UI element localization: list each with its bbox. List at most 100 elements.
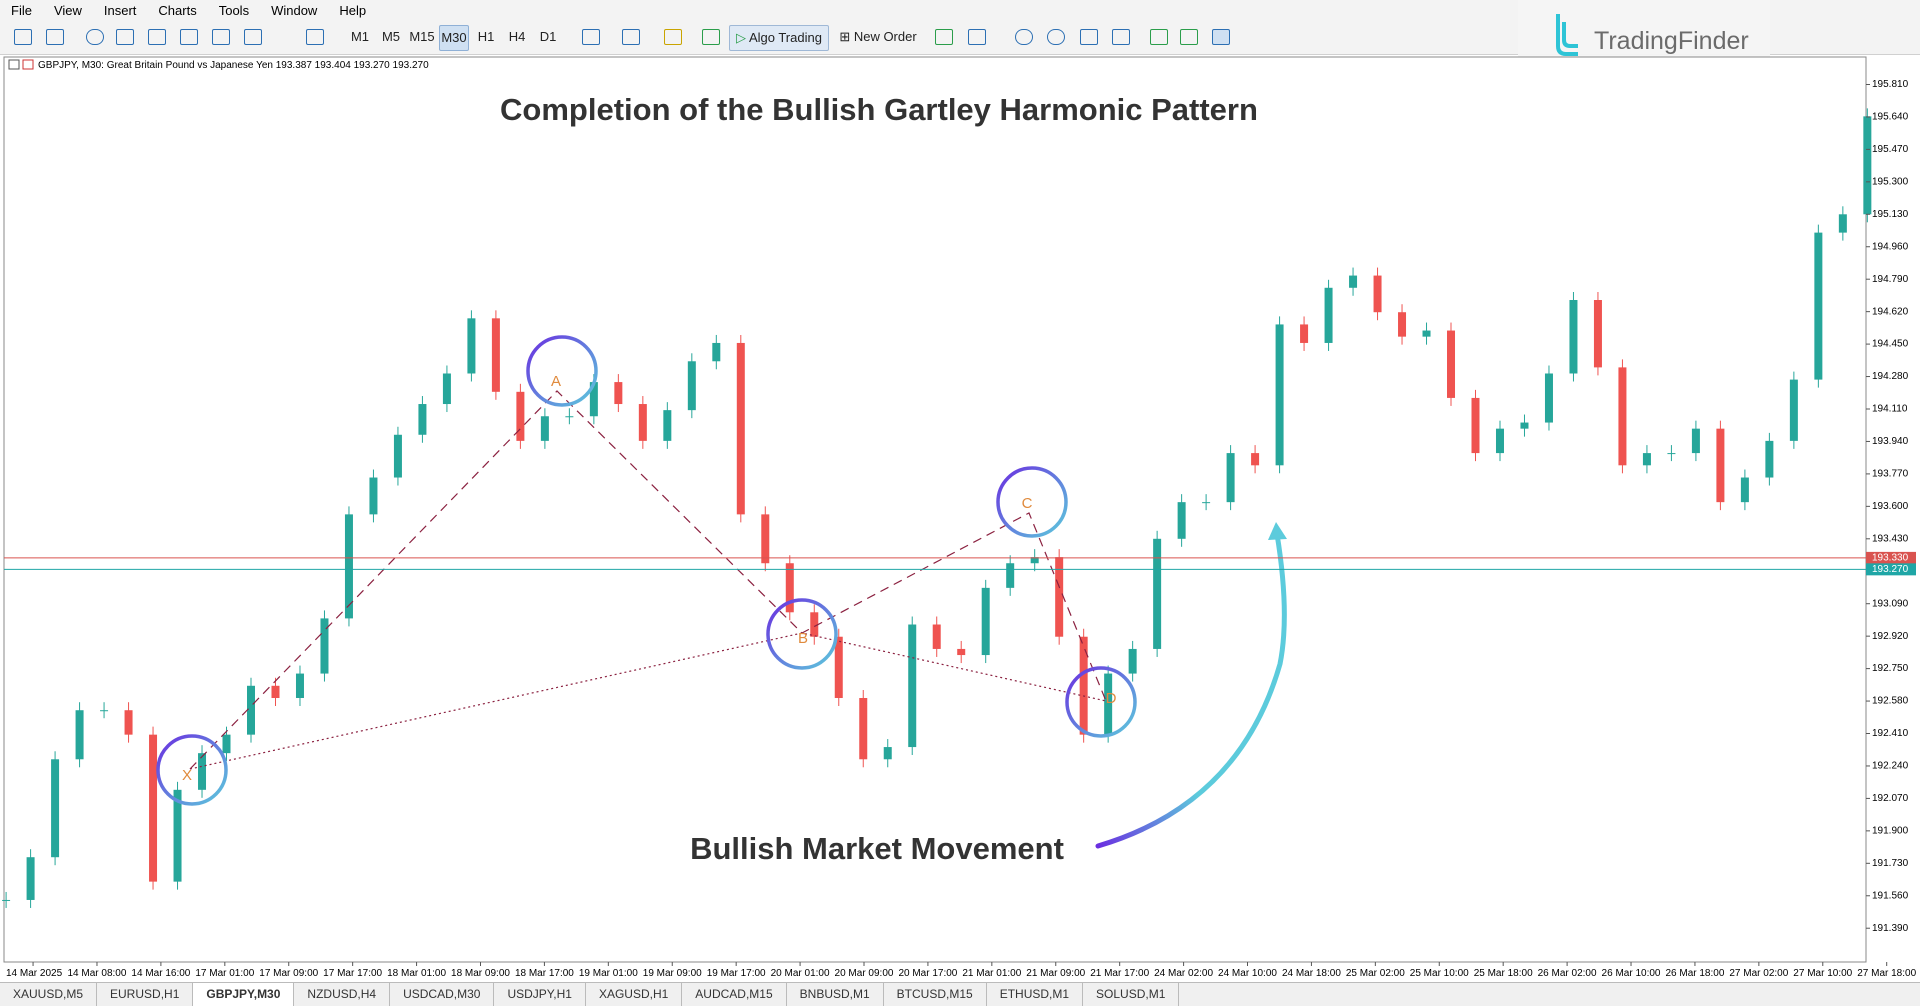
tool-icon[interactable] (664, 29, 682, 45)
tool-icon[interactable] (180, 29, 198, 45)
menu-item[interactable]: Tools (218, 3, 250, 18)
candle (467, 318, 476, 374)
candle (1667, 453, 1676, 455)
circle (766, 598, 838, 670)
y-tick-label: 191.900 (1872, 826, 1909, 837)
symbol-tab[interactable]: SOLUSD,M1 (1083, 983, 1180, 1006)
symbol-tab[interactable]: BNBUSD,M1 (787, 983, 884, 1006)
tool-icon[interactable] (244, 29, 262, 45)
tool-icon[interactable] (46, 29, 64, 45)
timeframe-button[interactable]: M5 (381, 29, 401, 44)
x-tick-label: 25 Mar 02:00 (1346, 968, 1405, 979)
candle (1324, 287, 1333, 343)
y-tick-label: 195.300 (1872, 176, 1909, 187)
circle (156, 734, 228, 806)
candle (51, 759, 60, 858)
candle (393, 434, 402, 478)
tool-icon[interactable] (1180, 29, 1198, 45)
candle (663, 410, 672, 441)
tool-icon[interactable] (622, 29, 640, 45)
tool-icon[interactable] (1212, 29, 1230, 45)
x-tick-label: 27 Mar 10:00 (1793, 968, 1852, 979)
symbol-tab[interactable]: BTCUSD,M15 (884, 983, 987, 1006)
y-tick-label: 193.940 (1872, 436, 1909, 447)
candle (1030, 557, 1039, 564)
tool-icon[interactable] (968, 29, 986, 45)
candle (124, 710, 133, 735)
symbol-tab[interactable]: USDJPY,H1 (494, 983, 586, 1006)
timeframe-button[interactable]: M1 (350, 29, 370, 44)
x-tick-label: 17 Mar 17:00 (323, 968, 382, 979)
candle (442, 373, 451, 405)
candle (785, 563, 794, 613)
tool-icon[interactable] (1047, 29, 1065, 45)
menu-item[interactable]: File (11, 3, 32, 18)
circle (996, 466, 1068, 538)
candle (247, 685, 255, 735)
candle (2, 899, 11, 901)
tool-icon[interactable] (582, 29, 600, 45)
chart-header: GBPJPY, M30: Great Britain Pound vs Japa… (38, 60, 429, 71)
tool-icon[interactable] (1150, 29, 1168, 45)
symbol-tab[interactable]: USDCAD,M30 (390, 983, 495, 1006)
tool-icon[interactable] (148, 29, 166, 45)
symbol-tab[interactable]: EURUSD,H1 (97, 983, 194, 1006)
y-tick-label: 192.750 (1872, 663, 1909, 674)
x-tick-label: 20 Mar 01:00 (771, 968, 830, 979)
algo-trading-button[interactable]: ▷ Algo Trading (729, 25, 829, 51)
timeframe-button[interactable]: D1 (539, 29, 557, 44)
y-tick-label: 194.790 (1872, 274, 1909, 285)
symbol-tab[interactable]: NZDUSD,H4 (294, 983, 391, 1006)
menu-item[interactable]: Window (271, 3, 318, 18)
tool-icon[interactable] (116, 29, 134, 45)
x-tick-label: 26 Mar 10:00 (1602, 968, 1661, 979)
tool-icon[interactable] (1080, 29, 1098, 45)
new-order-button[interactable]: ⊞ New Order (839, 29, 917, 44)
tool-icon[interactable] (14, 29, 32, 45)
candle (981, 587, 990, 656)
candle (589, 382, 598, 417)
timeframe-button[interactable]: H4 (508, 29, 526, 44)
tool-icon[interactable] (935, 29, 953, 45)
tool-icon[interactable] (1112, 29, 1130, 45)
timeframe-button[interactable]: M30 (439, 25, 469, 51)
menu-item[interactable]: Charts (158, 3, 197, 18)
menu-item[interactable]: Insert (103, 3, 137, 18)
y-tick-label: 192.240 (1872, 761, 1909, 772)
symbol-tab[interactable]: GBPJPY,M30 (193, 983, 295, 1006)
candle (712, 342, 721, 362)
tool-icon[interactable] (306, 29, 324, 45)
button-label: Algo Trading (748, 30, 822, 45)
candle (908, 624, 917, 748)
tool-icon[interactable] (212, 29, 230, 45)
symbol-tab[interactable]: XAUUSD,M5 (0, 983, 98, 1006)
price-tag (1866, 551, 1916, 564)
candle (1569, 300, 1578, 374)
annotation: Bullish Market Movement (690, 831, 1064, 866)
y-tick-label: 195.130 (1872, 209, 1909, 220)
price-tag-label: 193.270 (1872, 564, 1909, 575)
tool-icon[interactable] (702, 29, 720, 45)
x-tick-label: 21 Mar 01:00 (962, 968, 1021, 979)
tool-icon[interactable] (1015, 29, 1033, 45)
x-tick-label: 21 Mar 17:00 (1090, 968, 1149, 979)
candle (1544, 373, 1553, 423)
timeframe-button[interactable]: H1 (477, 29, 495, 44)
menu-item[interactable]: Help (339, 3, 367, 18)
x-tick-label: 17 Mar 09:00 (259, 968, 318, 979)
axes: 195.810 195.640 195.470 195.300 195.130 194.9… (4, 79, 1917, 979)
price-tag-label: 193.330 (1872, 553, 1909, 564)
menu-item[interactable]: View (53, 3, 82, 18)
candle (932, 624, 941, 649)
pattern-circles (156, 335, 1137, 806)
header-icon (8, 59, 20, 70)
tool-icon[interactable] (86, 29, 104, 45)
symbol-tab[interactable]: ETHUSD,M1 (987, 983, 1084, 1006)
candle (1814, 232, 1823, 380)
timeframe-button[interactable]: M15 (409, 29, 435, 44)
candle (687, 361, 696, 411)
symbol-tab[interactable]: XAGUSD,H1 (586, 983, 683, 1006)
candle (1691, 428, 1700, 454)
candle (75, 710, 84, 760)
symbol-tab[interactable]: AUDCAD,M15 (682, 983, 787, 1006)
